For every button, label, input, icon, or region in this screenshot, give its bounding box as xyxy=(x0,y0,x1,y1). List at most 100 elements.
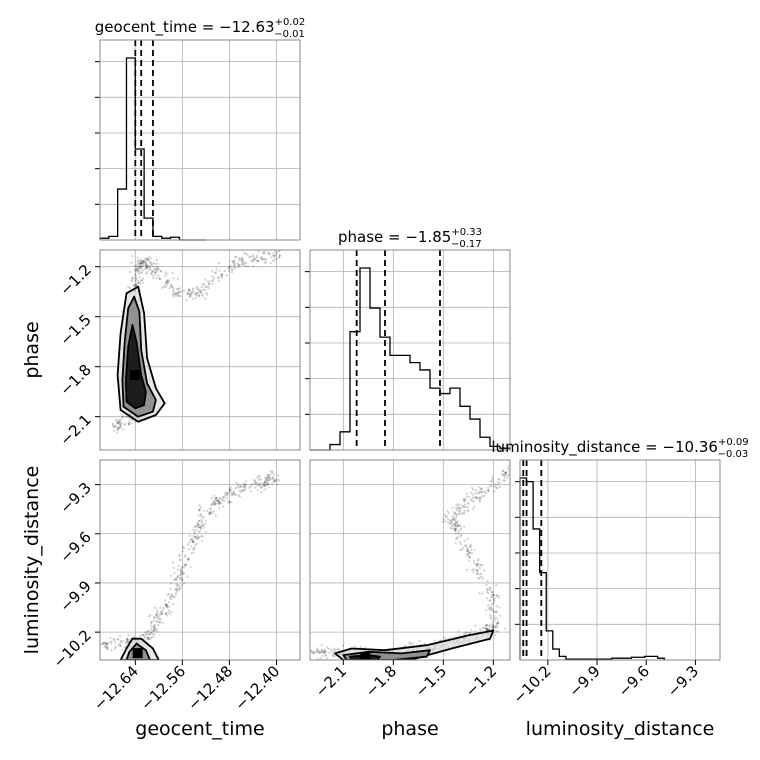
sample-point xyxy=(191,540,195,543)
sample-point xyxy=(485,609,488,612)
sample-point xyxy=(155,270,158,273)
sample-point xyxy=(211,512,214,515)
sample-point xyxy=(179,578,182,581)
sample-point xyxy=(454,528,457,531)
sample-point xyxy=(270,256,273,259)
sample-point xyxy=(463,525,466,528)
sample-point xyxy=(112,425,115,428)
sample-point xyxy=(111,423,114,426)
sample-point xyxy=(460,507,463,510)
sample-point xyxy=(193,526,196,529)
sample-point xyxy=(263,485,266,488)
panel-content xyxy=(111,250,281,434)
sample-point xyxy=(478,592,481,595)
sample-point xyxy=(130,261,133,264)
sample-point xyxy=(166,272,169,275)
sample-point xyxy=(131,254,134,258)
sample-point xyxy=(126,639,129,642)
sample-point xyxy=(153,629,156,633)
sample-point xyxy=(229,486,232,489)
sample-point xyxy=(448,519,452,522)
sample-point xyxy=(103,645,106,648)
sample-point xyxy=(213,494,216,498)
sample-point xyxy=(468,556,472,559)
sample-point xyxy=(194,535,197,538)
sample-point xyxy=(158,277,161,280)
sample-point xyxy=(274,250,277,253)
sample-point xyxy=(176,584,179,587)
sample-point xyxy=(267,476,270,479)
sample-point xyxy=(337,647,340,650)
y-axis-label-phase: phase xyxy=(21,321,43,378)
sample-point xyxy=(217,277,220,280)
sample-point xyxy=(484,624,488,628)
sample-point xyxy=(237,263,240,266)
sample-point xyxy=(102,642,105,645)
sample-point xyxy=(172,289,175,293)
sample-point xyxy=(478,567,481,570)
sample-point xyxy=(161,608,165,611)
sample-point xyxy=(215,497,218,500)
sample-point xyxy=(141,265,144,268)
sample-point xyxy=(142,260,145,263)
sample-point xyxy=(176,575,179,579)
sample-point xyxy=(146,257,149,261)
sample-point xyxy=(478,486,481,489)
sample-point xyxy=(174,578,177,581)
sample-point xyxy=(183,582,186,585)
sample-point xyxy=(188,534,191,538)
sample-point xyxy=(122,640,125,643)
sample-point xyxy=(312,652,315,655)
sample-point xyxy=(222,505,225,508)
sample-point xyxy=(469,631,472,634)
sample-point xyxy=(174,577,177,581)
sample-point xyxy=(122,428,125,431)
sample-point xyxy=(126,642,129,645)
sample-point xyxy=(159,278,162,281)
sample-point xyxy=(481,577,484,580)
sample-point xyxy=(166,283,169,286)
sample-point xyxy=(274,479,277,482)
sample-point xyxy=(203,289,206,292)
sample-point xyxy=(504,473,507,476)
sample-point xyxy=(118,421,121,424)
sample-point xyxy=(310,649,313,652)
sample-point xyxy=(464,503,467,506)
sample-point xyxy=(194,537,197,540)
sample-point xyxy=(491,480,494,483)
sample-point xyxy=(164,281,167,285)
sample-point xyxy=(223,269,226,273)
sample-point xyxy=(197,508,201,512)
sample-point xyxy=(167,608,171,612)
sample-point xyxy=(266,479,269,482)
sample-point xyxy=(170,610,173,614)
sample-point xyxy=(237,263,240,266)
sample-point xyxy=(493,611,496,614)
sample-point xyxy=(487,592,490,595)
sample-point xyxy=(198,291,201,294)
sample-point xyxy=(311,651,314,654)
sample-point xyxy=(260,485,263,489)
sample-point xyxy=(459,535,462,538)
sample-point xyxy=(251,482,254,485)
sample-point xyxy=(153,623,156,626)
sample-point xyxy=(486,489,490,492)
sample-point xyxy=(139,271,142,274)
sample-point xyxy=(120,422,123,425)
hist-panel-luminosity_distance xyxy=(515,459,721,661)
sample-point xyxy=(273,478,276,481)
sample-point xyxy=(137,263,141,266)
sample-point xyxy=(151,620,154,624)
sample-point xyxy=(261,257,264,260)
sample-point xyxy=(155,613,158,616)
sample-point xyxy=(487,488,490,491)
sample-point xyxy=(197,530,200,533)
panel-title-phase: phase = −1.85+0.33 −0.17 xyxy=(338,227,482,250)
sample-point xyxy=(144,263,147,266)
sample-point xyxy=(258,484,261,487)
sample-point xyxy=(240,263,243,266)
sample-point xyxy=(212,278,215,281)
sample-point xyxy=(159,611,162,614)
sample-point xyxy=(158,621,161,624)
sample-point xyxy=(471,552,474,555)
